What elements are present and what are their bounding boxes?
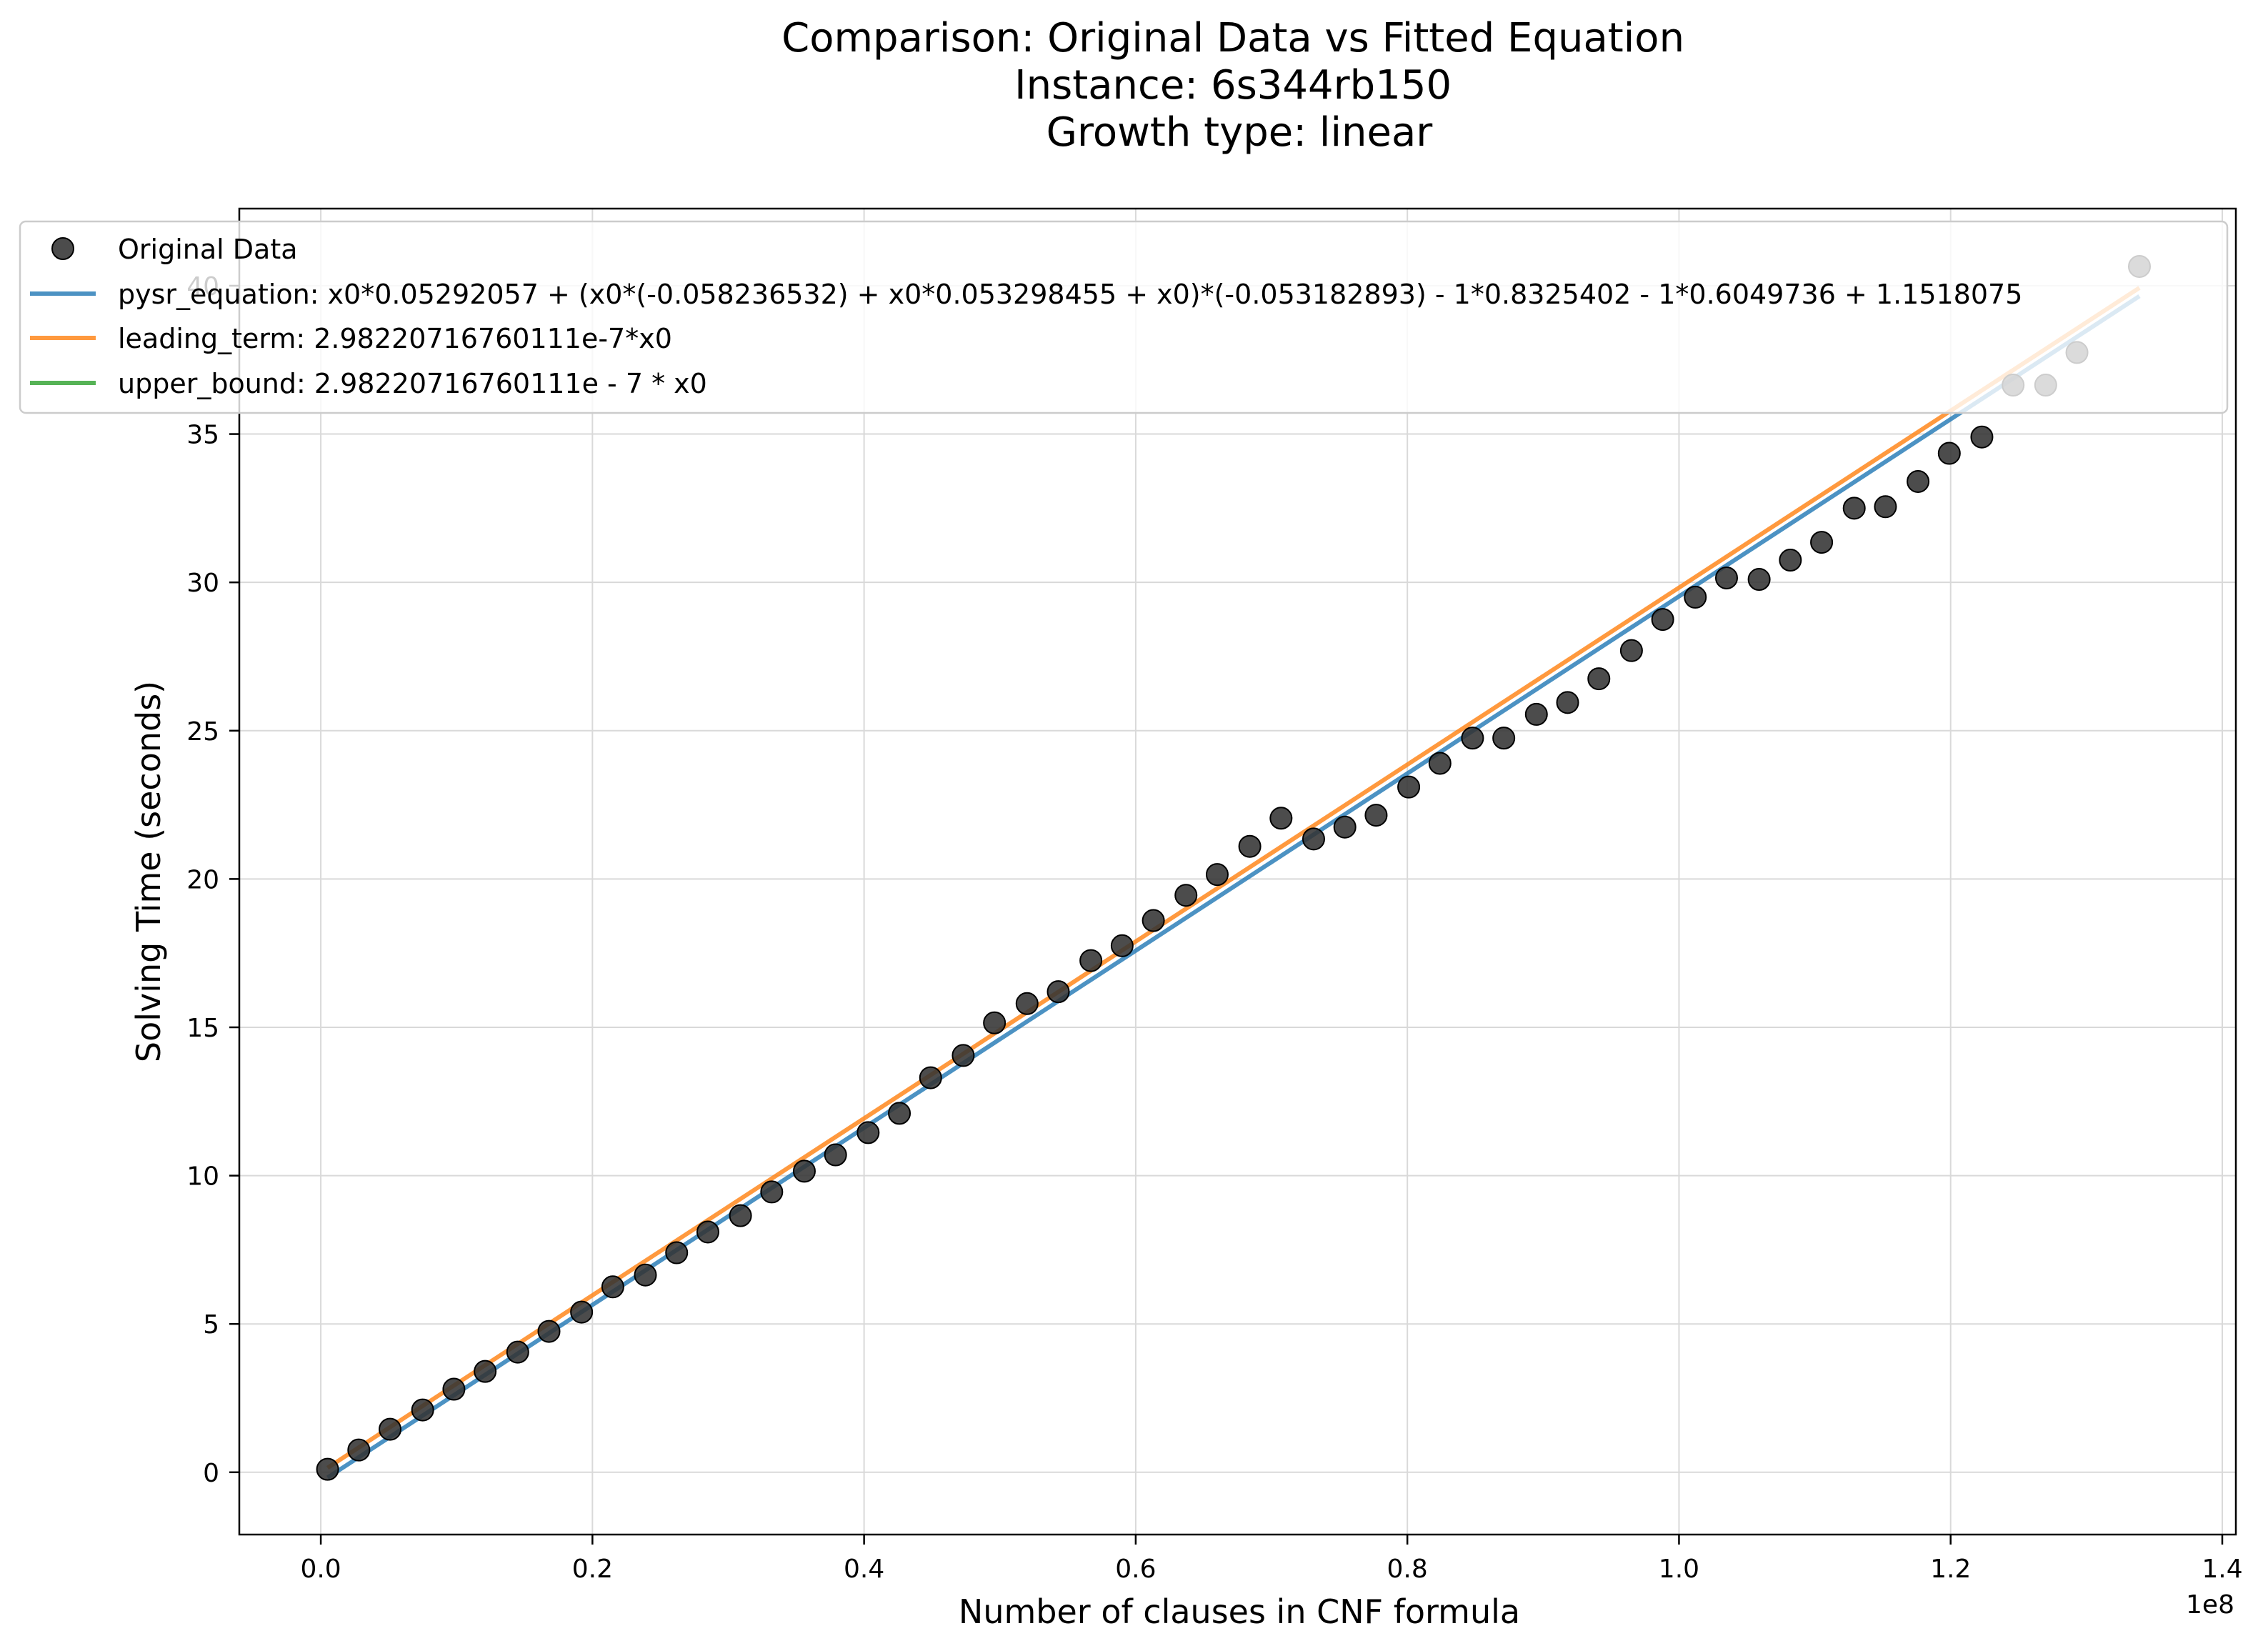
data-point <box>1587 667 1611 691</box>
y-tick-label: 20 <box>186 865 219 894</box>
title-line-2: Instance: 6s344rb150 <box>1014 62 1452 109</box>
y-tick-label: 0 <box>203 1459 219 1488</box>
series-line-0 <box>326 294 2141 1480</box>
x-tick-label: 0.4 <box>844 1555 884 1584</box>
data-point <box>1015 992 1039 1015</box>
data-point <box>1556 691 1579 714</box>
data-point <box>474 1360 497 1383</box>
axis-ticks: 0.00.20.40.60.81.01.21.40510152025303540 <box>186 272 2242 1584</box>
legend: Original Data pysr_equation: x0*0.0529205… <box>19 220 2229 414</box>
title-line-3: Growth type: linear <box>1046 109 1434 156</box>
legend-marker-original-data <box>51 237 74 260</box>
data-point <box>570 1300 594 1324</box>
y-axis-label: Solving Time (seconds) <box>129 681 168 1062</box>
data-point <box>1492 727 1516 750</box>
data-point <box>856 1121 880 1144</box>
data-point <box>1110 934 1134 957</box>
data-point <box>506 1340 529 1364</box>
data-point <box>1397 775 1421 799</box>
y-tick-label: 5 <box>203 1310 219 1340</box>
x-tick-label: 0.6 <box>1115 1555 1156 1584</box>
data-point <box>634 1263 657 1287</box>
data-point <box>1970 425 1994 449</box>
data-point <box>1651 608 1674 632</box>
x-axis-offset-label: 1e8 <box>2186 1590 2234 1620</box>
data-point <box>347 1438 371 1462</box>
data-point <box>316 1457 339 1481</box>
data-point <box>792 1159 816 1183</box>
y-tick-label: 25 <box>186 717 219 747</box>
data-point <box>696 1220 719 1244</box>
series-line-1 <box>326 286 2141 1470</box>
y-tick-label: 15 <box>186 1014 219 1043</box>
data-point <box>1524 702 1548 726</box>
data-point <box>1205 863 1229 887</box>
data-point <box>1142 909 1165 932</box>
x-tick-label: 0.2 <box>572 1555 613 1584</box>
data-point <box>1842 497 1866 520</box>
chart-title: Comparison: Original Data vs Fitted Equa… <box>781 15 1697 156</box>
y-tick-label: 30 <box>186 569 219 598</box>
legend-label-series-0: pysr_equation: x0*0.05292057 + (x0*(-0.0… <box>118 279 2022 310</box>
data-point <box>1810 531 1834 554</box>
data-point <box>1461 727 1484 750</box>
data-point <box>951 1044 975 1067</box>
data-point <box>1079 949 1103 972</box>
data-point <box>442 1377 466 1401</box>
x-tick-label: 0.0 <box>300 1555 341 1584</box>
data-point <box>1046 980 1070 1004</box>
data-point <box>1874 495 1897 519</box>
data-point <box>537 1320 561 1343</box>
data-point <box>1747 568 1771 592</box>
data-point <box>1302 827 1325 851</box>
data-point <box>1937 442 1961 465</box>
data-point <box>1238 834 1262 858</box>
data-point <box>1174 884 1198 907</box>
data-point <box>1619 639 1643 662</box>
x-axis-label: Number of clauses in CNF formula <box>959 1592 1520 1631</box>
data-point <box>1714 566 1738 589</box>
data-point <box>983 1011 1006 1034</box>
data-point <box>824 1143 847 1167</box>
legend-frame <box>19 220 2229 414</box>
x-tick-label: 1.4 <box>2202 1555 2242 1584</box>
data-point <box>601 1275 624 1299</box>
x-tick-label: 1.0 <box>1659 1555 1699 1584</box>
data-point <box>665 1241 689 1265</box>
legend-label-series-2: upper_bound: 2.98220716760111e - 7 * x0 <box>118 368 707 399</box>
fitted-lines <box>326 286 2141 1480</box>
data-point <box>760 1180 784 1204</box>
y-tick-label: 10 <box>186 1162 219 1192</box>
data-point <box>379 1417 402 1441</box>
x-tick-label: 0.8 <box>1387 1555 1428 1584</box>
data-point <box>411 1398 434 1422</box>
x-tick-label: 1.2 <box>1930 1555 1971 1584</box>
data-point <box>888 1102 911 1125</box>
legend-label-original-data: Original Data <box>118 234 298 265</box>
data-point <box>1333 815 1357 839</box>
data-point <box>1364 804 1388 827</box>
data-point <box>919 1066 942 1089</box>
plot-frame <box>238 207 2237 1536</box>
data-point <box>1428 752 1452 775</box>
title-line-1: Comparison: Original Data vs Fitted Equa… <box>781 15 1684 61</box>
legend-label-series-1: leading_term: 2.98220716760111e-7*x0 <box>118 323 672 354</box>
data-point <box>729 1204 752 1227</box>
data-point <box>1779 549 1802 572</box>
data-point <box>1684 585 1707 609</box>
y-tick-label: 35 <box>186 421 219 450</box>
data-point <box>1907 469 1930 493</box>
data-point <box>1269 807 1293 830</box>
